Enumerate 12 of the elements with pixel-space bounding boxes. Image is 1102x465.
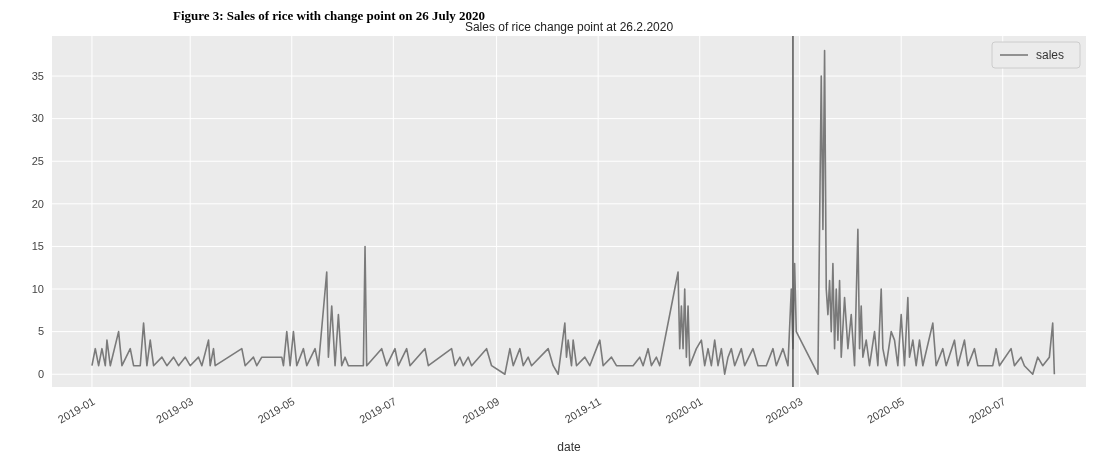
y-tick-label: 20 [31, 197, 44, 210]
caption: Figure 3: Sales of rice with change point on 26 July 2020 [172, 8, 486, 23]
y-tick-label: 30 [31, 112, 44, 125]
chart-title: Sales of rice change point at 26.2.2020 [464, 20, 674, 34]
y-tick-label: 15 [31, 240, 44, 253]
y-tick-label: 10 [31, 282, 44, 295]
y-tick-label: 35 [31, 69, 44, 82]
y-tick-label: 5 [37, 325, 44, 338]
legend-label: sales [1036, 48, 1065, 63]
y-tick-label: 25 [31, 155, 44, 168]
x-axis-title: date [557, 440, 581, 454]
y-tick-label: 0 [37, 368, 44, 381]
